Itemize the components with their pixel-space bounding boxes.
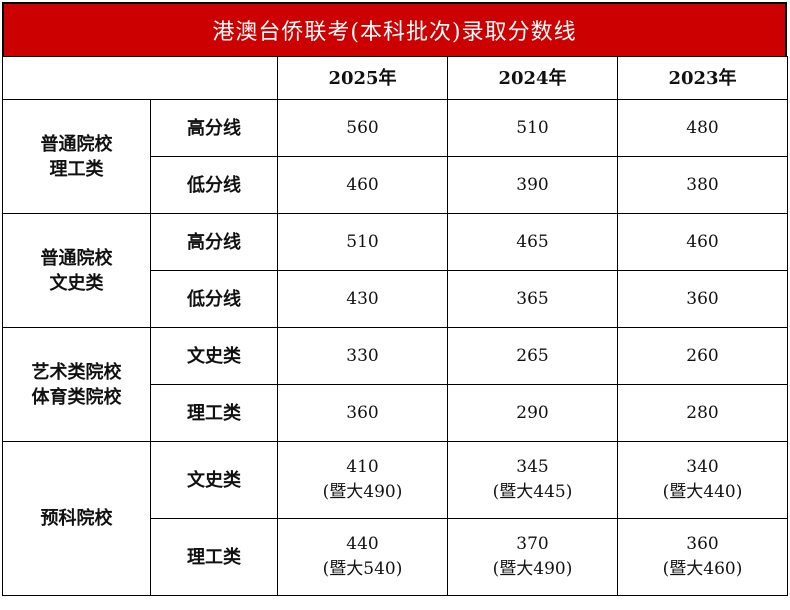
score-cell: 440 (暨大540) [277,518,448,596]
score-cell: 365 [447,270,618,328]
table-row: 低分线 430 365 360 [3,270,788,328]
score-value: 330 [346,345,379,366]
row-label: 文史类 [150,441,278,519]
score-value: 340 [686,457,719,477]
score-value: 510 [346,231,379,252]
score-cell: 360 (暨大460) [617,518,788,596]
group-label-line: 普通院校 [40,133,113,155]
year-header: 2025年 [277,56,448,100]
score-value: 360 [346,402,379,423]
year-header: 2023年 [617,56,788,100]
row-label: 高分线 [150,213,278,271]
row-label: 高分线 [150,99,278,157]
score-cell: 430 [277,270,448,328]
score-value: 430 [346,288,379,309]
score-cell: 345 (暨大445) [447,441,618,519]
score-value: 510 [516,117,549,138]
score-cell: 260 [617,327,788,385]
score-cell: 340 (暨大440) [617,441,788,519]
score-value: 360 [686,534,719,554]
score-cell: 510 [447,99,618,157]
score-cell: 560 [277,99,448,157]
score-value: 280 [686,402,719,423]
group-label: 普通院校 理工类 [2,99,151,214]
score-cell: 370 (暨大490) [447,518,618,596]
jinan-score-note: (暨大490) [322,482,403,502]
score-value: 265 [516,345,549,366]
score-table-container: 港澳台侨联考(本科批次)录取分数线 2025年 2024年 2023年 普通院校… [2,2,788,596]
group-label-line: 预科院校 [40,508,113,529]
score-cell: 480 [617,99,788,157]
score-value: 480 [686,117,719,138]
group-label: 普通院校 文史类 [2,213,151,328]
jinan-score-note: (暨大490) [492,559,573,579]
jinan-score-note: (暨大540) [322,559,403,579]
table-row: 低分线 460 390 380 [3,156,788,214]
group-label: 预科院校 [2,441,151,596]
score-value: 410 [346,457,379,477]
table-row: 艺术类院校 体育类院校 文史类 330 265 260 [2,327,788,442]
group-label-line: 艺术类院校 [31,361,122,383]
score-cell: 360 [617,270,788,328]
year-header: 2024年 [447,56,618,100]
score-cell: 460 [277,156,448,214]
score-table: 2025年 2024年 2023年 普通院校 理工类 高分线 560 510 480 低分线… [2,56,788,596]
score-value: 440 [346,534,379,554]
score-cell: 390 [447,156,618,214]
table-row: 预科院校 文史类 410 (暨大490) 345 (暨大445) 340 (暨大440) [2,441,788,596]
score-cell: 360 [277,384,448,442]
score-value: 260 [686,345,719,366]
header-row: 2025年 2024年 2023年 [2,56,788,100]
score-cell: 280 [617,384,788,442]
score-cell: 410 (暨大490) [277,441,448,519]
table-row: 普通院校 理工类 高分线 560 510 480 [2,99,788,214]
row-label: 理工类 [150,518,278,596]
score-cell: 465 [447,213,618,271]
jinan-score-note: (暨大460) [662,559,743,579]
score-cell: 460 [617,213,788,271]
score-value: 390 [516,174,549,195]
score-value: 460 [346,174,379,195]
corner-cell [2,56,278,100]
group-label: 艺术类院校体育类院校 [2,327,151,442]
jinan-score-note: (暨大445) [492,482,573,502]
score-value: 360 [686,288,719,309]
group-label-line: 体育类院校 [31,386,122,408]
score-cell: 290 [447,384,618,442]
score-value: 560 [346,117,379,138]
row-label: 低分线 [150,270,278,328]
score-value: 370 [516,534,549,554]
group-label-line: 普通院校 [40,247,113,269]
jinan-score-note: (暨大440) [662,482,743,502]
table-row: 理工类 360 290 280 [3,384,788,442]
score-value: 465 [516,231,549,252]
score-cell: 380 [617,156,788,214]
row-label: 低分线 [150,156,278,214]
score-value: 290 [516,402,549,423]
row-label: 文史类 [150,327,278,385]
table-row: 理工类 440 (暨大540) 370 (暨大490) 360 (暨大460) [3,518,788,596]
group-label-line: 理工类 [49,158,104,180]
score-value: 460 [686,231,719,252]
score-value: 345 [516,457,549,477]
score-value: 380 [686,174,719,195]
score-cell: 265 [447,327,618,385]
score-cell: 510 [277,213,448,271]
table-title: 港澳台侨联考(本科批次)录取分数线 [2,2,787,56]
score-cell: 330 [277,327,448,385]
group-label-line: 文史类 [49,272,104,294]
table-row: 普通院校 文史类 高分线 510 465 460 [2,213,788,328]
row-label: 理工类 [150,384,278,442]
score-value: 365 [516,288,549,309]
